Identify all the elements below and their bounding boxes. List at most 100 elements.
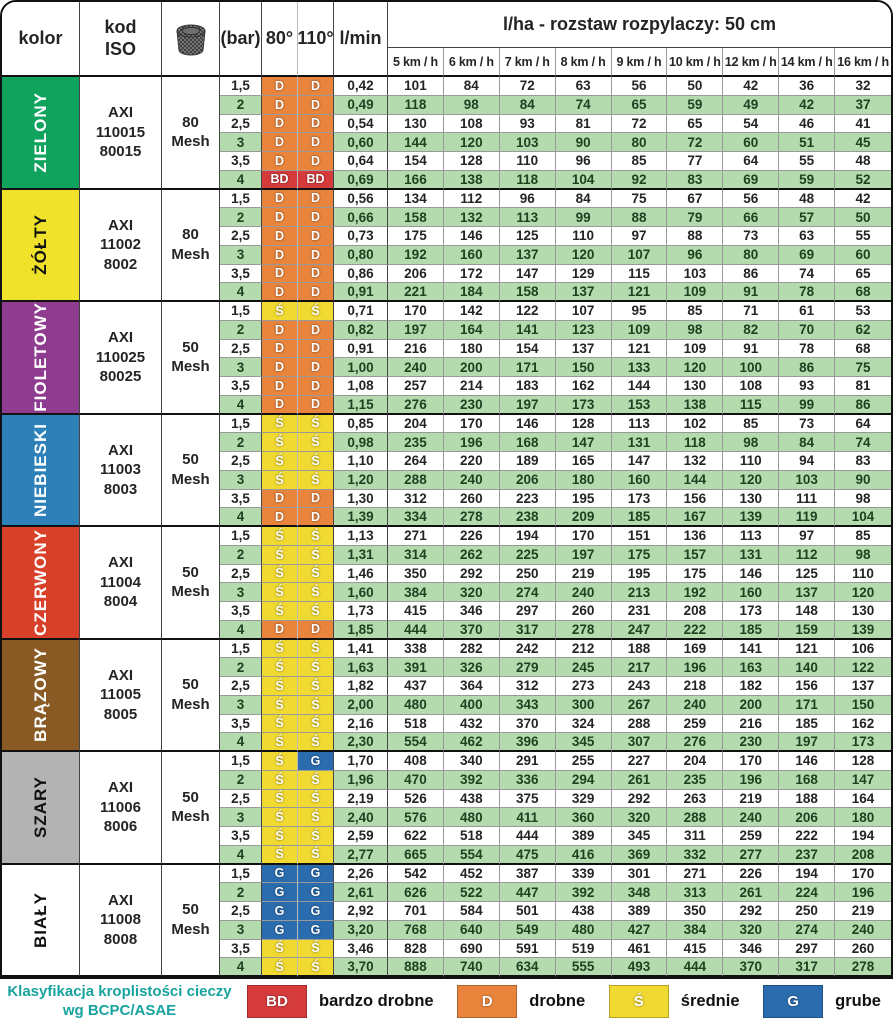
lha-value-cell: 73: [723, 227, 780, 246]
lmin-cell: 0,54: [334, 114, 388, 134]
class-80-cell: Ś: [262, 470, 298, 490]
lmin-cell: 0,98: [334, 433, 388, 452]
lha-value-cell: 408: [388, 752, 444, 771]
lha-value-cell: 276: [667, 733, 724, 752]
class-110-cell: D: [298, 264, 334, 284]
class-110-cell: Ś: [298, 452, 334, 471]
legend: Klasyfikacja kroplistości cieczy wg BCPC…: [0, 979, 893, 1024]
bar-cell: 1,5: [220, 752, 262, 771]
lha-value-cell: 133: [611, 358, 668, 377]
lha-value-cell: 312: [499, 677, 556, 696]
class-110-cell: D: [298, 133, 334, 152]
bar-cell: 1,5: [220, 77, 262, 96]
lha-value-cell: 389: [611, 902, 668, 921]
class-80-cell: Ś: [262, 752, 298, 771]
lha-value-cell: 158: [388, 208, 444, 227]
lha-value-cell: 828: [388, 939, 444, 959]
lha-value-cell: 70: [779, 320, 836, 340]
legend-class-box: BD: [247, 985, 307, 1018]
lha-value-cell: 91: [723, 339, 780, 359]
lha-value-cell: 411: [499, 808, 556, 827]
lha-value-cell: 278: [443, 508, 500, 527]
lha-value-cell: 67: [667, 189, 724, 209]
bar-cell: 4: [220, 845, 262, 865]
lha-value-cell: 144: [388, 133, 444, 152]
lha-value-cell: 51: [779, 133, 836, 152]
speed-header-cell: 16 km / h: [835, 48, 891, 77]
bar-cell: 3,5: [220, 714, 262, 734]
bar-cell: 3: [220, 358, 262, 377]
lha-value-cell: 180: [835, 808, 891, 827]
class-110-cell: Ś: [298, 939, 334, 959]
class-110-cell: Ś: [298, 433, 334, 452]
lha-value-cell: 138: [443, 170, 500, 190]
lha-value-cell: 260: [835, 939, 891, 959]
lha-value-cell: 188: [611, 639, 668, 659]
bar-cell: 1,5: [220, 639, 262, 659]
lha-value-cell: 139: [723, 508, 780, 527]
lha-value-cell: 175: [611, 545, 668, 565]
lmin-cell: 3,70: [334, 958, 388, 977]
lha-value-cell: 206: [499, 470, 556, 490]
bar-cell: 2: [220, 433, 262, 452]
class-80-cell: D: [262, 208, 298, 227]
lha-value-cell: 65: [667, 114, 724, 134]
lha-value-cell: 526: [388, 789, 444, 809]
class-110-cell: Ś: [298, 695, 334, 715]
lha-value-cell: 218: [667, 677, 724, 696]
iso-code-cell: AXI 11006 8006: [80, 752, 162, 865]
class-80-cell: D: [262, 152, 298, 171]
lha-value-cell: 307: [611, 733, 668, 752]
lha-value-cell: 120: [723, 470, 780, 490]
color-name-label: FIOLETOWY: [30, 302, 50, 413]
lha-value-cell: 350: [667, 902, 724, 921]
lha-value-cell: 85: [611, 152, 668, 171]
lha-value-cell: 120: [555, 245, 612, 265]
class-110-cell: D: [298, 620, 334, 640]
lha-value-cell: 165: [555, 452, 612, 471]
bar-cell: 4: [220, 283, 262, 302]
lha-value-cell: 110: [835, 564, 891, 584]
iso-code-cell: AXI 110025 80025: [80, 302, 162, 415]
header-lha-title: l/ha - rozstaw rozpylaczy: 50 cm: [388, 2, 891, 48]
lmin-cell: 0,85: [334, 414, 388, 434]
lha-value-cell: 78: [779, 283, 836, 302]
lmin-cell: 2,26: [334, 864, 388, 884]
lha-value-cell: 81: [835, 377, 891, 396]
lmin-cell: 0,71: [334, 302, 388, 321]
lha-value-cell: 591: [499, 939, 556, 959]
lha-value-cell: 59: [667, 95, 724, 115]
lha-value-cell: 172: [443, 264, 500, 284]
lmin-cell: 0,80: [334, 245, 388, 265]
lmin-cell: 1,70: [334, 752, 388, 771]
lha-value-cell: 112: [779, 545, 836, 565]
lha-value-cell: 288: [388, 470, 444, 490]
class-80-cell: Ś: [262, 789, 298, 809]
lha-value-cell: 144: [667, 470, 724, 490]
class-110-cell: Ś: [298, 714, 334, 734]
lha-value-cell: 271: [667, 864, 724, 884]
lha-value-cell: 170: [443, 414, 500, 434]
bar-cell: 4: [220, 733, 262, 752]
lha-value-cell: 136: [667, 527, 724, 546]
lmin-cell: 2,30: [334, 733, 388, 752]
lha-value-cell: 444: [388, 620, 444, 640]
lha-value-cell: 130: [723, 489, 780, 509]
legend-title: Klasyfikacja kroplistości cieczy wg BCPC…: [7, 982, 232, 1019]
lha-value-cell: 156: [667, 489, 724, 509]
lha-value-cell: 391: [388, 658, 444, 677]
class-110-cell: D: [298, 395, 334, 415]
lha-value-cell: 204: [667, 752, 724, 771]
class-80-cell: Ś: [262, 714, 298, 734]
bar-cell: 3,5: [220, 939, 262, 959]
lmin-cell: 2,00: [334, 695, 388, 715]
lha-value-cell: 493: [611, 958, 668, 977]
lmin-cell: 1,46: [334, 564, 388, 584]
bar-cell: 3: [220, 583, 262, 602]
bar-cell: 3: [220, 470, 262, 490]
lha-value-cell: 118: [667, 433, 724, 452]
iso-code-cell: AXI 11002 8002: [80, 189, 162, 302]
lha-value-cell: 206: [779, 808, 836, 827]
lha-value-cell: 740: [443, 958, 500, 977]
class-110-cell: Ś: [298, 958, 334, 977]
